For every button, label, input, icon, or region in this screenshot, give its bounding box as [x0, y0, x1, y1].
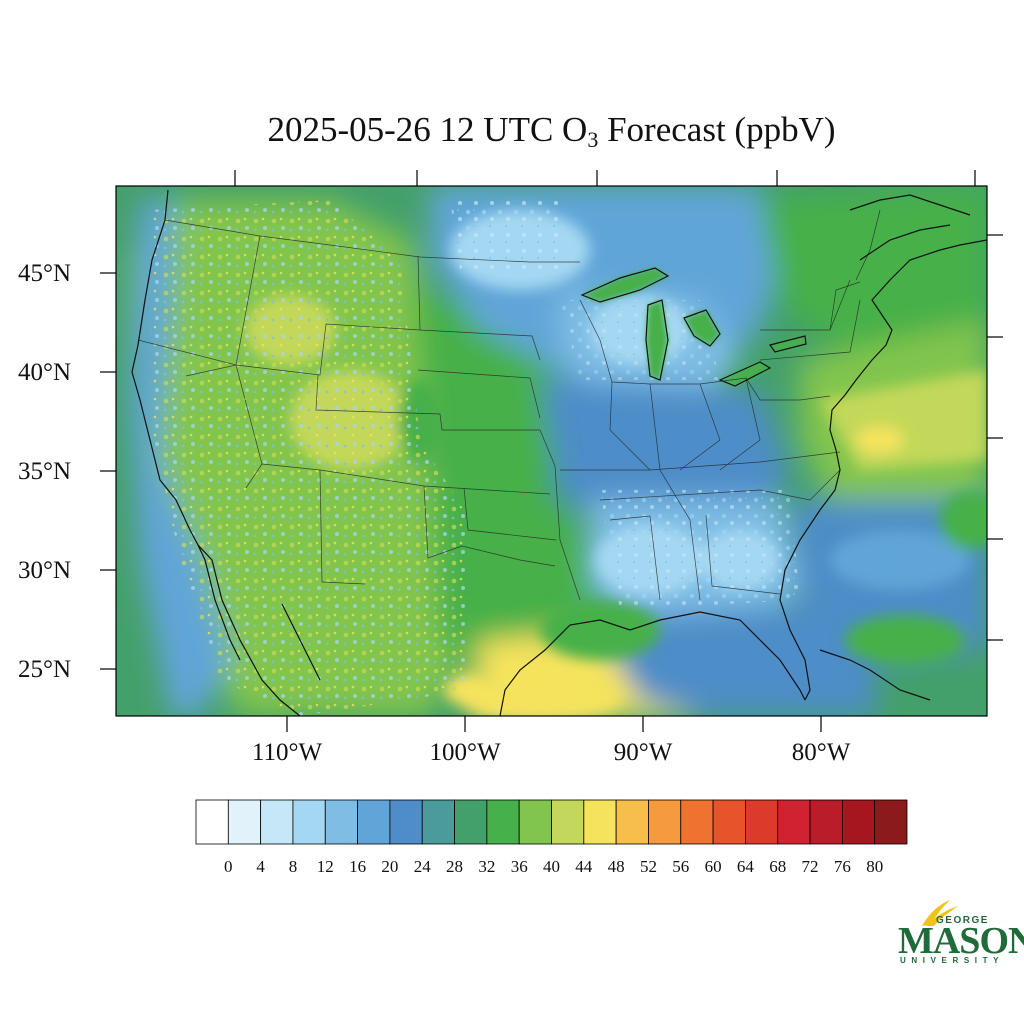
- colorbar-tick-label: 60: [704, 857, 722, 876]
- colorbar-box: [712, 799, 746, 845]
- lat-label: 40°N: [18, 359, 72, 386]
- logo-swoosh: [922, 900, 958, 926]
- colorbar-tick-label: 56: [672, 857, 690, 876]
- title-date-time: 2025-05-26 12 UTC O: [267, 110, 588, 149]
- colorbar-box: [518, 799, 552, 845]
- colorbar-tick-label: 16: [349, 857, 367, 876]
- colorbar-box: [421, 799, 455, 845]
- colorbar-tick-label: 52: [640, 857, 657, 876]
- lon-label: 90°W: [613, 739, 673, 766]
- colorbar-tick-label: 12: [316, 857, 334, 876]
- colorbar-box: [454, 799, 488, 845]
- colorbar-tick-label: 44: [575, 857, 593, 876]
- lat-label: 30°N: [18, 557, 72, 584]
- lon-label: 80°W: [791, 739, 851, 766]
- logo-mason: MASON: [898, 920, 1024, 962]
- colorbar-box: [583, 799, 617, 845]
- colorbar-box: [389, 799, 423, 845]
- colorbar-box: [292, 799, 326, 845]
- colorbar-tick-label: 76: [833, 857, 851, 876]
- colorbar-box: [486, 799, 520, 845]
- colorbar-tick-label: 36: [510, 857, 528, 876]
- colorbar-tick-label: 68: [769, 857, 787, 876]
- colorbar-tick-label: 4: [256, 857, 265, 876]
- colorbar-tick-label: 80: [866, 857, 884, 876]
- lat-label: 45°N: [18, 260, 72, 287]
- title-suffix: Forecast (ppbV): [598, 110, 836, 149]
- colorbar-box: [874, 799, 908, 845]
- map-frame: [115, 185, 988, 717]
- colorbar-tick-label: 28: [446, 857, 463, 876]
- colorbar-tick-label: 72: [801, 857, 819, 876]
- colorbar-tick-label: 64: [736, 857, 754, 876]
- state-boundaries: [137, 209, 881, 601]
- colorbar-box: [809, 799, 843, 845]
- colorbar-tick-label: 48: [607, 857, 625, 876]
- logo-university: UNIVERSITY: [900, 956, 1005, 965]
- colorbar-box: [227, 799, 262, 845]
- logo-george: GEORGE: [936, 915, 989, 926]
- lat-label: 25°N: [18, 656, 72, 683]
- lat-label: 35°N: [18, 458, 72, 485]
- colorbar-box: [648, 799, 682, 845]
- colorbar-box: [680, 799, 714, 845]
- colorbar-box: [195, 799, 229, 845]
- colorbar-tick-label: 0: [224, 857, 233, 876]
- map-ticks: [100, 170, 1003, 732]
- colorbar-box: [551, 799, 585, 845]
- colorbar-box: [324, 799, 358, 845]
- colorbar: [195, 799, 908, 845]
- colorbar-box: [615, 799, 649, 845]
- colorbar-box: [745, 799, 779, 845]
- lon-label: 110°W: [251, 739, 323, 766]
- title-subscript: 3: [587, 127, 599, 152]
- gmu-logo: GEORGE MASON UNIVERSITY: [896, 898, 1024, 976]
- colorbar-tick-label: 40: [543, 857, 560, 876]
- lon-label: 100°W: [429, 739, 501, 766]
- colorbar-tick-label: 32: [478, 857, 496, 876]
- colorbar-tick-label: 24: [413, 857, 431, 876]
- colorbar-box: [777, 799, 811, 845]
- ozone-field: [116, 186, 987, 716]
- colorbar-box: [841, 799, 876, 845]
- colorbar-tick-label: 20: [381, 857, 399, 876]
- colorbar-tick-label: 8: [288, 857, 298, 876]
- colorbar-box: [260, 799, 294, 845]
- map-title: 2025-05-26 12 UTC O3 Forecast (ppbV): [0, 104, 1024, 166]
- colorbar-box: [357, 799, 391, 845]
- coastlines: [131, 189, 987, 716]
